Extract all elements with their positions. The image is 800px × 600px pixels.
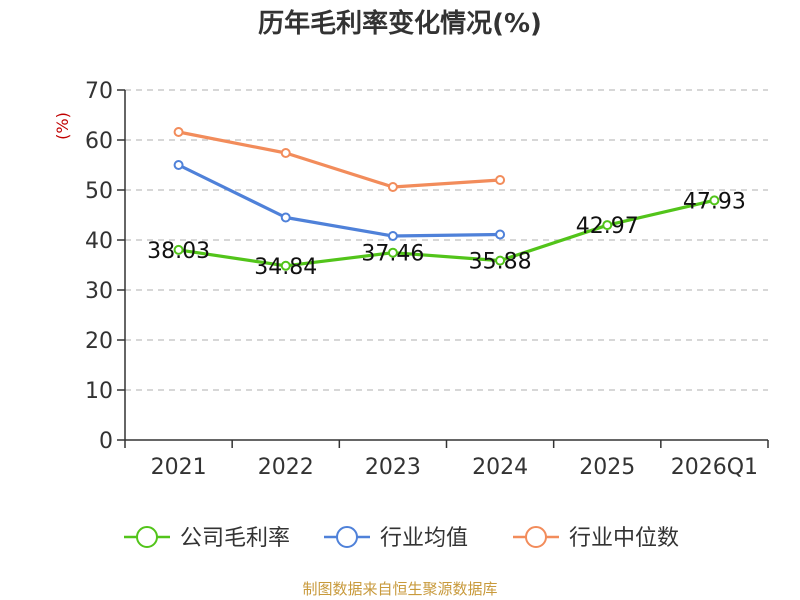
- x-tick-label-2022: 2022: [258, 455, 314, 480]
- grid-lines: [125, 89, 768, 391]
- legend-marker-2: [525, 526, 547, 548]
- data-label-2024: 35.88: [469, 250, 532, 275]
- chart-title: 历年毛利率变化情况(%): [258, 8, 542, 39]
- data-label-2023: 37.46: [361, 242, 424, 267]
- series-line-0: [177, 198, 716, 268]
- data-point-1-2021: [173, 160, 184, 170]
- axes: 0 10 20 30 40 50 60 70 2021 2022 2023 2024 2025 2026Q…: [85, 79, 769, 480]
- x-tick-label-2023: 2023: [365, 455, 421, 480]
- y-axis-unit-label: (%): [53, 112, 72, 140]
- data-point-2-2022: [280, 148, 291, 158]
- data-labels: 38.03 34.84 37.46 35.88 42.97 47.93: [147, 189, 746, 279]
- legend-marker-1: [336, 526, 358, 548]
- y-tick-label-20: 20: [85, 329, 113, 354]
- source-note: 制图数据来自恒生聚源数据库: [302, 580, 497, 598]
- data-label-2022: 34.84: [254, 255, 317, 280]
- data-point-0-2022: [280, 260, 291, 271]
- x-tick-label-2021: 2021: [151, 455, 207, 480]
- data-label-2021: 38.03: [147, 239, 210, 264]
- x-tick-label-2024: 2024: [472, 455, 528, 480]
- y-tick-label-60: 60: [85, 129, 113, 154]
- data-point-0-2025: [602, 220, 613, 231]
- data-point-2-2023: [387, 182, 398, 192]
- legend: 公司毛利率 行业均值 行业中位数: [124, 526, 679, 551]
- data-point-0-2023: [387, 247, 398, 258]
- data-point-0-2021: [173, 244, 184, 255]
- legend-item-1: 行业均值: [324, 526, 468, 551]
- y-tick-label-50: 50: [85, 179, 113, 204]
- y-tick-label-70: 70: [85, 79, 113, 104]
- data-label-2026Q1: 47.93: [683, 189, 746, 214]
- y-tick-label-40: 40: [85, 229, 113, 254]
- y-tick-label-0: 0: [99, 429, 113, 454]
- legend-label-2: 行业中位数: [569, 526, 679, 551]
- x-tick-label-2025: 2025: [579, 455, 635, 480]
- series-line-1: [177, 163, 502, 238]
- data-point-0-2024: [495, 255, 506, 266]
- data-point-2-2024: [495, 175, 506, 185]
- y-tick-label-30: 30: [85, 279, 113, 304]
- y-tick-label-10: 10: [85, 379, 113, 404]
- data-point-1-2022: [280, 212, 291, 223]
- legend-label-0: 公司毛利率: [180, 526, 290, 551]
- legend-item-0: 公司毛利率: [124, 526, 290, 551]
- legend-marker-0: [136, 526, 158, 548]
- legend-label-1: 行业均值: [380, 526, 468, 551]
- data-point-1-2024: [495, 229, 506, 240]
- x-tick-label-2026Q1: 2026Q1: [671, 455, 758, 480]
- legend-item-2: 行业中位数: [513, 526, 679, 551]
- data-point-0-2026Q1: [709, 195, 720, 206]
- series-lines: [173, 127, 720, 271]
- series-line-2: [177, 130, 502, 189]
- data-point-1-2023: [387, 231, 398, 241]
- data-label-2025: 42.97: [576, 214, 639, 239]
- data-point-2-2021: [173, 127, 184, 137]
